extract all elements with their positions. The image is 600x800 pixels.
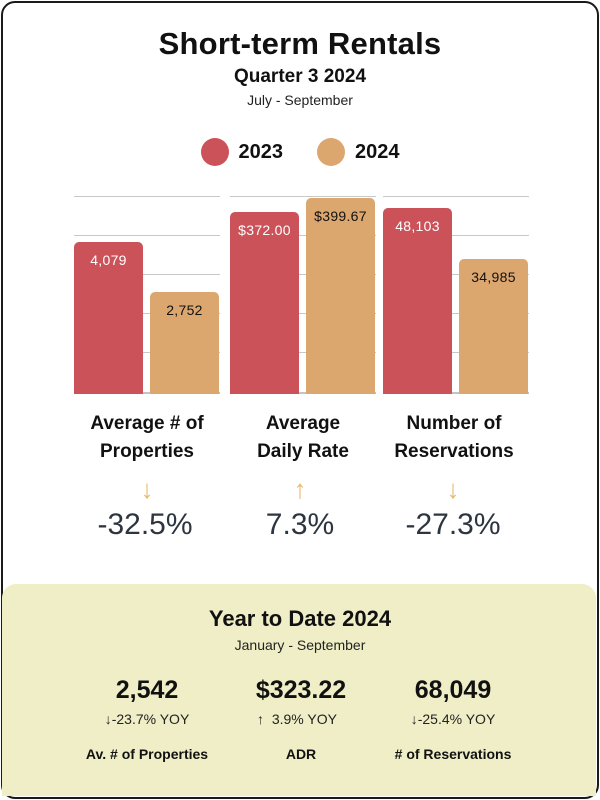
- ytd-value-properties: 2,542: [115, 676, 179, 704]
- legend-swatch-2023: [200, 138, 229, 166]
- gridline: [383, 274, 529, 275]
- bar-value-label-2024: $399.67: [314, 208, 367, 224]
- down-arrow-icon: ↓: [446, 474, 460, 504]
- category-label-line1: Number of: [406, 413, 502, 434]
- chart-reservations: 48,103 34,985: [383, 196, 529, 394]
- ytd-value-reservations: 68,049: [414, 676, 492, 704]
- ytd-label-adr: ADR: [285, 746, 317, 762]
- category-label-daily-rate: Average Daily Rate: [218, 410, 388, 466]
- gridline: [230, 274, 376, 275]
- bar-value-label-2024: 34,985: [471, 269, 516, 285]
- ytd-label-properties: Av. # of Properties: [85, 746, 209, 762]
- ytd-yoy-reservations: ↓-25.4% YOY: [410, 711, 496, 727]
- gridline: [230, 196, 376, 197]
- ytd-value-adr: $323.22: [255, 676, 347, 704]
- gridline: [74, 235, 220, 236]
- bar-value-label-2023: $372.00: [238, 222, 291, 238]
- category-label-reservations: Number of Reservations: [369, 410, 539, 466]
- x-axis-line: [74, 392, 220, 394]
- ytd-title: Year to Date 2024: [208, 606, 392, 631]
- change-percent-daily-rate: 7.3%: [265, 508, 335, 541]
- chart-daily-rate: $372.00 $399.67: [230, 196, 376, 394]
- bar-2023: [230, 212, 299, 394]
- chart-properties: 4,079 2,752: [74, 196, 220, 394]
- bar-2024: [306, 198, 375, 394]
- gridline: [74, 196, 220, 197]
- change-percent-properties: -32.5%: [97, 508, 193, 541]
- gridline: [383, 235, 529, 236]
- gridline: [230, 313, 376, 314]
- ytd-label-reservations: # of Reservations: [394, 746, 512, 762]
- bar-2024: [150, 292, 219, 394]
- gridline: [383, 196, 529, 197]
- up-arrow-icon: ↑: [293, 474, 307, 504]
- x-axis-line: [383, 392, 529, 394]
- gridline: [230, 235, 376, 236]
- category-label-properties: Average # of Properties: [62, 410, 232, 466]
- date-range: July - September: [247, 92, 353, 108]
- bar-value-label-2024: 2,752: [166, 302, 203, 318]
- bar-value-label-2023: 4,079: [90, 252, 127, 268]
- legend-swatch-2024: [317, 138, 345, 166]
- category-label-line2: Daily Rate: [257, 441, 349, 462]
- legend-item-2023: 2023: [200, 138, 284, 166]
- legend-label-2024: 2024: [355, 140, 400, 163]
- page-subtitle: Quarter 3 2024: [233, 66, 367, 87]
- ytd-date-range: January - September: [234, 637, 366, 653]
- bar-2024: [459, 259, 528, 394]
- gridline: [74, 352, 220, 353]
- category-label-line1: Average: [265, 413, 341, 434]
- ytd-panel: [2, 584, 596, 796]
- bar-2023: [383, 208, 452, 394]
- gridline: [383, 313, 529, 314]
- change-percent-reservations: -27.3%: [405, 508, 501, 541]
- gridline: [230, 352, 376, 353]
- category-label-line2: Properties: [100, 441, 194, 462]
- category-label-line1: Average # of: [90, 413, 204, 434]
- ytd-yoy-properties: ↓-23.7% YOY: [104, 711, 190, 727]
- x-axis-line: [230, 392, 376, 394]
- gridline: [383, 352, 529, 353]
- gridline: [74, 313, 220, 314]
- down-arrow-icon: ↓: [140, 474, 154, 504]
- bar-value-label-2023: 48,103: [395, 218, 440, 234]
- chart-legend: 2023 2024: [0, 138, 600, 166]
- gridline: [74, 274, 220, 275]
- bar-2023: [74, 242, 143, 394]
- ytd-yoy-adr: ↑ 3.9% YOY: [257, 711, 337, 727]
- legend-label-2023: 2023: [238, 140, 284, 163]
- category-label-line2: Reservations: [394, 441, 514, 462]
- legend-item-2024: 2024: [317, 138, 400, 166]
- page-title: Short-term Rentals: [158, 26, 442, 61]
